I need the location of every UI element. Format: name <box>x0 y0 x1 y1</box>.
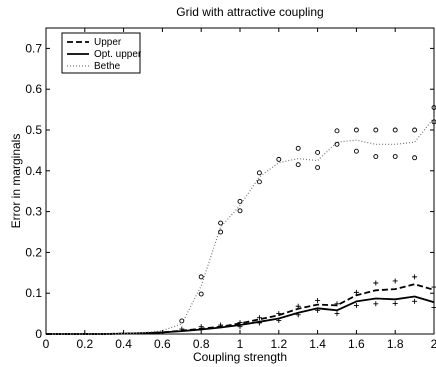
x-tick-label: 1 <box>237 337 244 351</box>
upper-marker <box>198 324 204 330</box>
upper-marker <box>373 301 379 307</box>
upper-marker <box>276 318 282 324</box>
y-tick-label: 0.3 <box>25 205 42 219</box>
x-tick-label: 0.4 <box>115 337 132 351</box>
bethe-marker <box>334 141 340 147</box>
upper-marker <box>315 298 321 304</box>
upper-marker <box>256 320 262 326</box>
upper-marker <box>295 312 301 318</box>
bethe-marker <box>218 229 224 235</box>
bethe-marker <box>218 220 224 226</box>
bethe-marker <box>179 318 185 324</box>
x-tick-label: 0 <box>43 337 50 351</box>
bethe-marker <box>334 128 340 134</box>
bethe-marker <box>315 165 321 170</box>
bethe-marker <box>431 119 436 125</box>
legend-box <box>61 32 141 74</box>
upper-marker <box>373 280 379 286</box>
upper-marker <box>334 311 340 317</box>
x-tick-label: 1.4 <box>309 337 326 351</box>
y-tick-label: 0.2 <box>25 245 42 259</box>
upper-marker <box>237 324 243 330</box>
bethe-marker <box>353 127 359 133</box>
bethe-marker <box>198 291 204 297</box>
y-axis-label: Error in marginals <box>9 134 23 229</box>
y-axis-ticks: 0 0.1 0.2 0.3 0.4 0.5 0.6 0.7 <box>25 41 434 341</box>
bethe-marker <box>256 170 262 176</box>
upper-marker <box>295 303 301 309</box>
upper-marker <box>218 322 224 328</box>
upper-marker <box>256 315 262 321</box>
bethe-marker <box>237 198 243 204</box>
bethe-marker <box>295 145 301 151</box>
y-tick-label: 0.1 <box>25 286 42 300</box>
bethe-marker <box>392 154 398 159</box>
legend: Upper Opt. upper Bethe <box>61 32 142 74</box>
y-tick-label: 0.6 <box>25 82 42 96</box>
upper-marker <box>315 307 321 313</box>
bethe-marker <box>373 154 379 159</box>
bethe-marker <box>373 127 379 133</box>
bethe-marker <box>256 179 262 185</box>
bethe-marker <box>237 208 243 214</box>
x-tick-label: 0.2 <box>76 337 93 351</box>
y-tick-label: 0.5 <box>25 123 42 137</box>
upper-marker <box>412 274 418 280</box>
bethe-marker <box>353 148 359 154</box>
bethe-marker <box>315 149 321 155</box>
upper-marker <box>412 298 418 304</box>
upper-marker <box>334 301 340 307</box>
upper-marker <box>353 289 359 295</box>
upper-marker <box>392 300 398 306</box>
legend-label-upper: Upper <box>94 37 122 48</box>
legend-label-bethe: Bethe <box>94 61 121 72</box>
x-tick-label: 1.8 <box>387 337 404 351</box>
bethe-marker <box>392 127 398 133</box>
bethe-marker <box>412 127 418 133</box>
upper-marker <box>392 278 398 284</box>
x-tick-label: 0.6 <box>154 337 171 351</box>
bethe-marker <box>431 105 436 111</box>
bethe-marker <box>412 155 418 161</box>
x-tick-label: 2 <box>431 337 436 351</box>
x-tick-label: 1.6 <box>348 337 365 351</box>
plot-markers <box>179 105 436 332</box>
bethe-marker <box>295 162 301 168</box>
y-tick-label: 0 <box>35 327 42 341</box>
x-axis-label: Coupling strength <box>193 350 287 364</box>
x-axis-ticks: 0 0.2 0.4 0.6 0.8 1 1.2 1.4 1.6 1.8 2 <box>43 28 436 351</box>
plot-area <box>45 27 435 335</box>
bethe-marker <box>198 274 204 280</box>
y-tick-label: 0.4 <box>25 164 42 178</box>
upper-marker <box>179 326 185 332</box>
x-tick-label: 1.2 <box>270 337 287 351</box>
upper-marker <box>276 311 282 317</box>
series-line-bethe <box>46 117 435 335</box>
legend-label-opt-upper: Opt. upper <box>94 49 142 60</box>
chart-title: Grid with attractive coupling <box>176 5 323 19</box>
y-tick-label: 0.7 <box>25 41 42 55</box>
bethe-marker <box>276 156 282 162</box>
x-tick-label: 0.8 <box>193 337 210 351</box>
upper-marker <box>353 302 359 308</box>
